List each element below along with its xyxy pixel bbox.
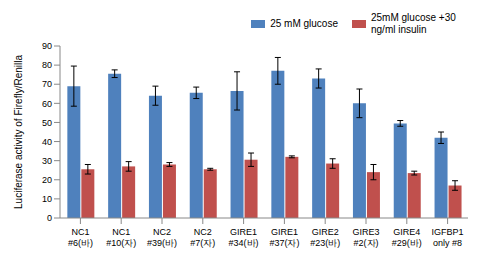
svg-text:IGFBP1only #8: IGFBP1only #8 [432,227,464,248]
svg-text:GIRE2#23(바): GIRE2#23(바) [310,227,340,248]
svg-text:Luciferase activity of Firefly: Luciferase activity of Firefly/Renilla [13,55,24,209]
svg-text:NC1#10(자): NC1#10(자) [106,227,136,248]
svg-text:10: 10 [42,194,52,204]
html-text:25 mM glucose: 25 mM glucose [270,18,338,29]
svg-text:0: 0 [47,213,52,223]
svg-text:NC1#6(바): NC1#6(바) [68,227,93,248]
svg-text:90: 90 [42,41,52,51]
svg-text:30: 30 [42,156,52,166]
svg-text:80: 80 [42,60,52,70]
svg-text:20: 20 [42,175,52,185]
svg-text:GIRE3#2(자): GIRE3#2(자) [352,227,379,248]
svg-text:GIRE1#37(자): GIRE1#37(자) [269,227,299,248]
svg-text:70: 70 [42,79,52,89]
svg-text:GIRE4#29(바): GIRE4#29(바) [392,227,422,248]
svg-text:NC2#39(바): NC2#39(바) [147,227,177,248]
svg-text:40: 40 [42,137,52,147]
svg-text:50: 50 [42,118,52,128]
svg-text:GIRE1#34(바): GIRE1#34(바) [229,227,259,248]
svg-text:NC2#7(자): NC2#7(자) [190,227,215,248]
svg-text:60: 60 [42,99,52,109]
html-text:25mM glucose +30 ng/ml insulin: 25mM glucose +30 ng/ml insulin [371,12,456,35]
